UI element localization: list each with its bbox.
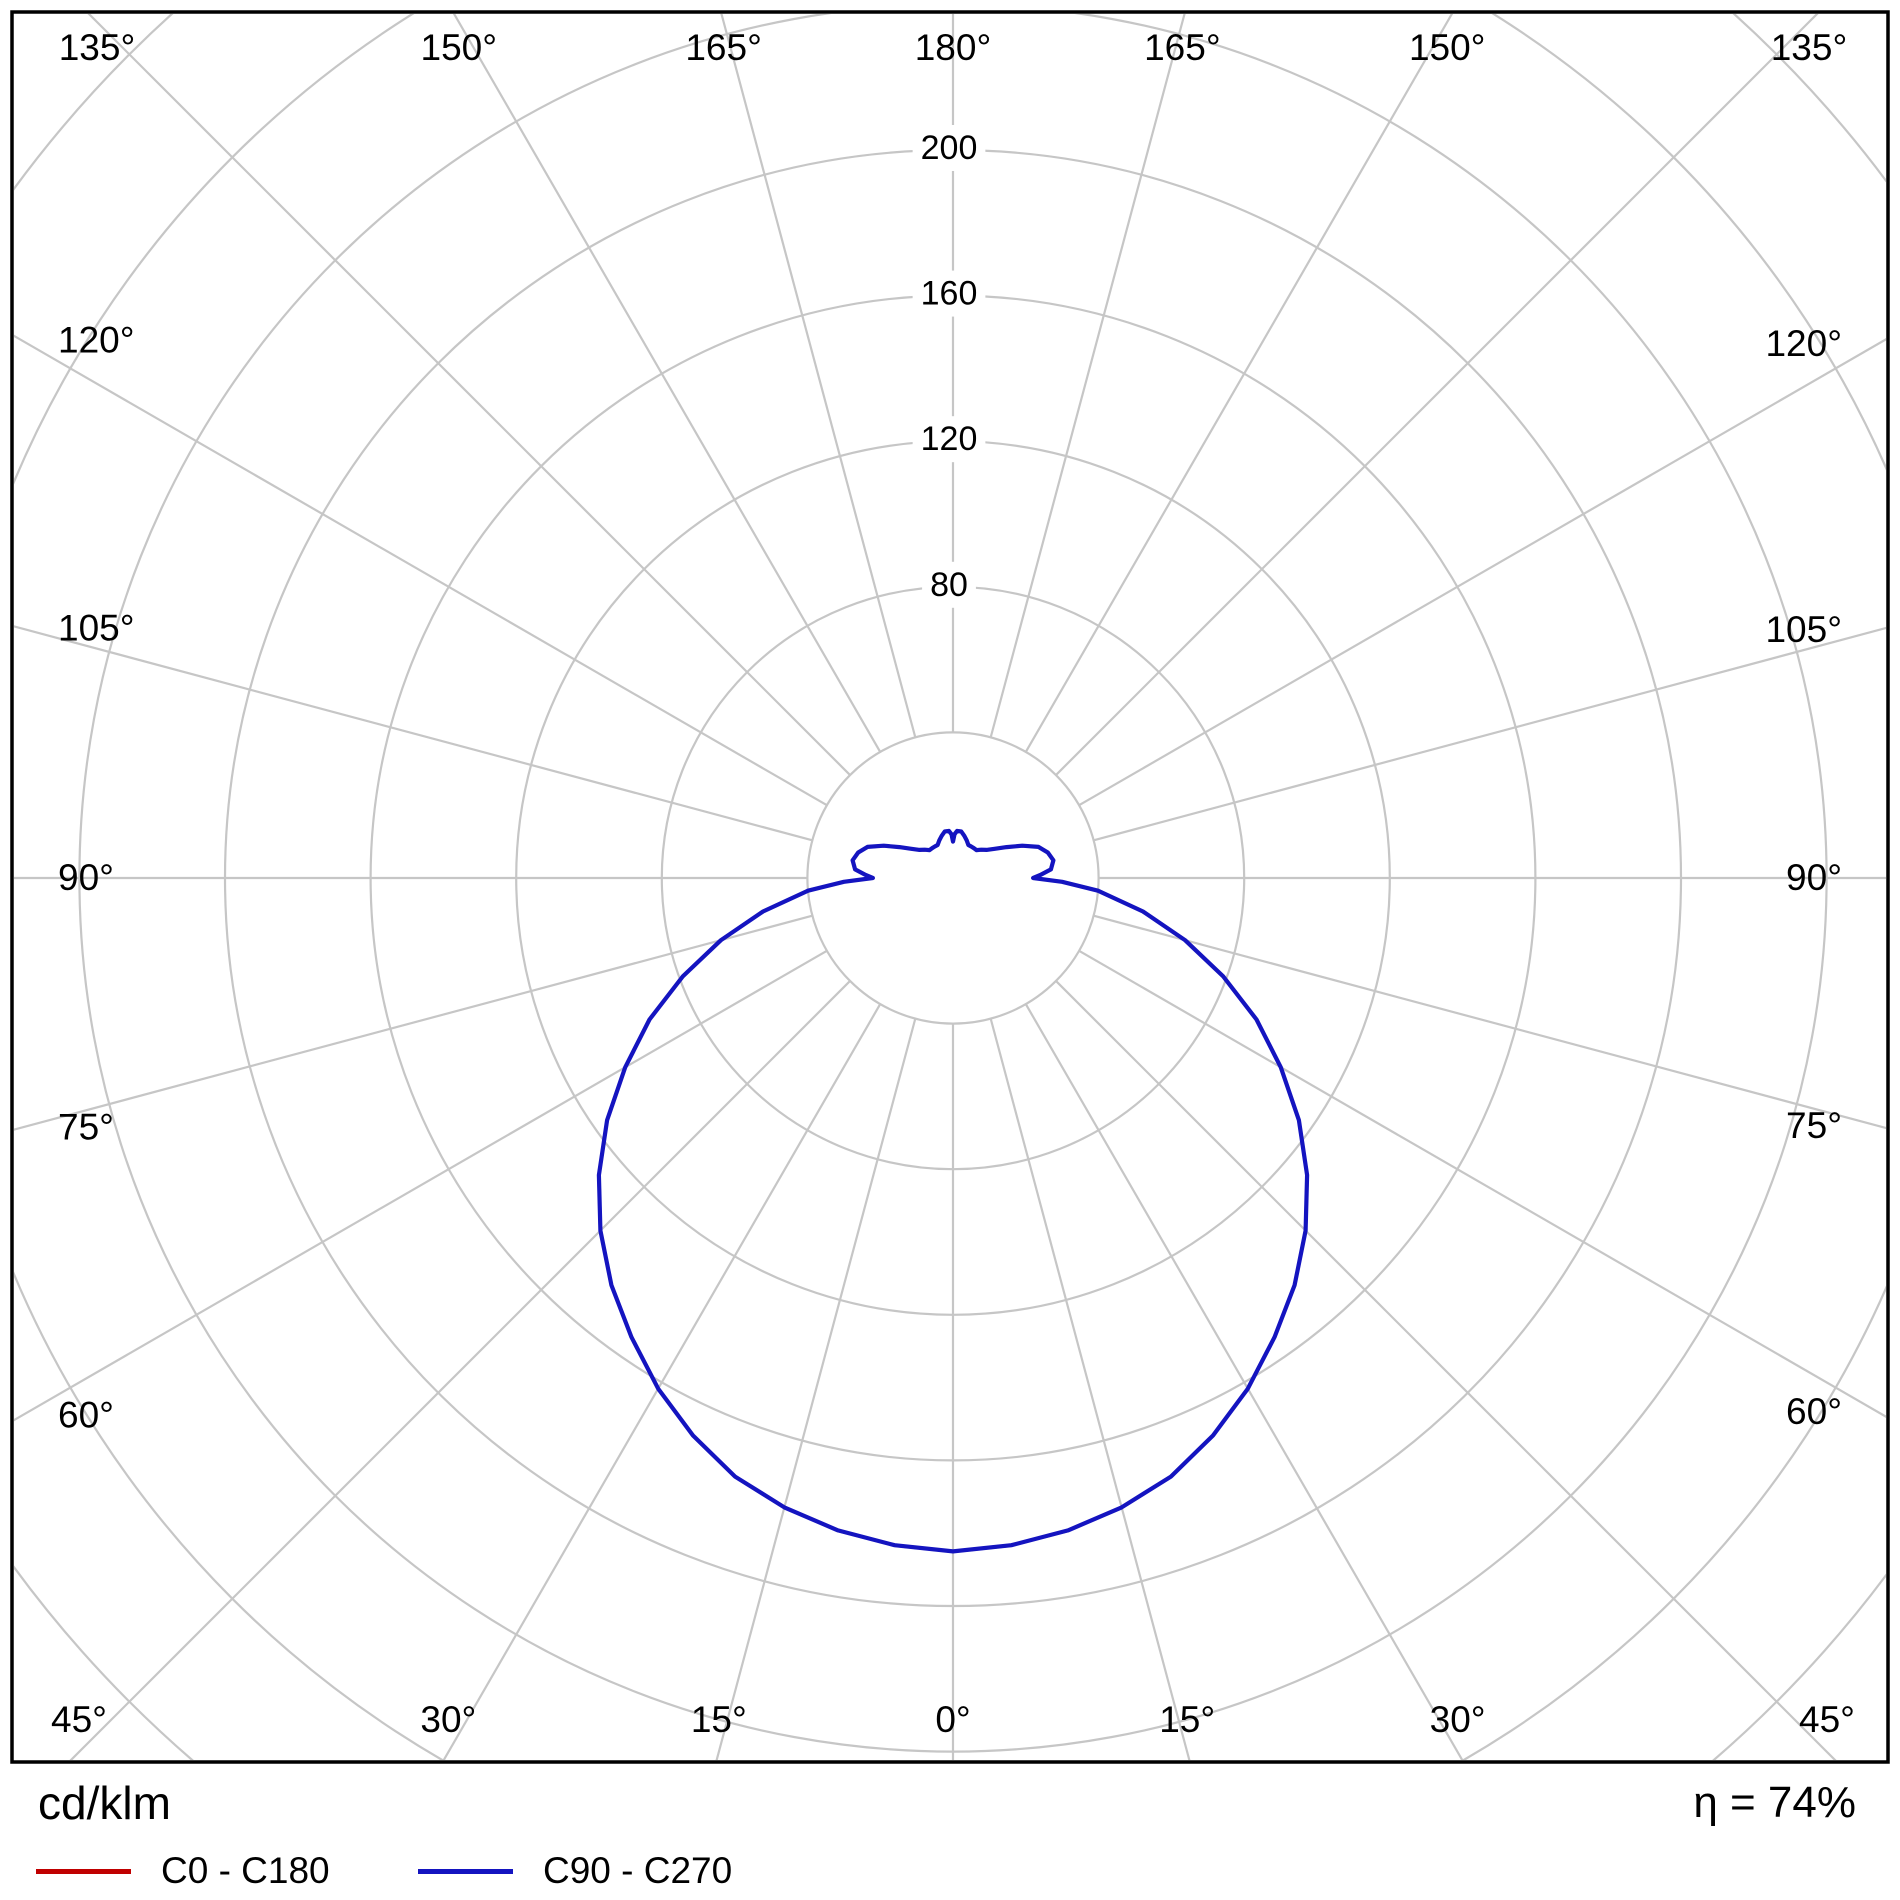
grid-spoke xyxy=(1078,338,1886,807)
tick-label-bg xyxy=(922,561,976,608)
grid-spoke xyxy=(989,14,1186,738)
radial-tick-label: 80 xyxy=(930,566,968,604)
radial-tick-label: 200 xyxy=(921,129,978,167)
grid-spoke xyxy=(1024,1003,1464,1760)
grid-spoke xyxy=(14,625,813,842)
angle-label-90-left: 90° xyxy=(58,857,114,898)
angle-label-75-right: 75° xyxy=(1786,1105,1842,1146)
grid-spoke xyxy=(1093,914,1886,1130)
angle-label-90-right: 90° xyxy=(1786,857,1842,898)
grid-spoke xyxy=(715,1018,917,1760)
grid-spoke xyxy=(1093,626,1886,842)
angle-label-75-left: 75° xyxy=(58,1106,114,1147)
angle-label-180-right: 180° xyxy=(915,27,992,68)
tick-label-bg xyxy=(912,416,986,463)
grid-spoke xyxy=(14,949,828,1422)
angle-label-120-left: 120° xyxy=(58,319,135,360)
angle-label-135-left: 135° xyxy=(59,27,136,68)
grid-spoke xyxy=(989,1018,1191,1760)
grid-spoke xyxy=(1078,949,1886,1418)
grid-spoke xyxy=(1055,980,1837,1760)
angle-label-15-left: 15° xyxy=(691,1699,747,1740)
angle-label-45-left: 45° xyxy=(51,1699,107,1740)
angle-label-150-right: 150° xyxy=(1409,27,1486,68)
grid-spoke xyxy=(452,14,882,753)
grid-spoke xyxy=(87,14,851,776)
angle-label-15-right: 15° xyxy=(1159,1699,1215,1740)
grid-spoke xyxy=(1024,14,1454,753)
angle-label-30-right: 30° xyxy=(1430,1699,1486,1740)
angle-label-105-left: 105° xyxy=(58,608,135,649)
chart-frame xyxy=(10,10,1890,1764)
angle-label-135-right: 135° xyxy=(1771,27,1848,68)
angle-label-0-right: 0° xyxy=(935,1699,970,1740)
tick-label-bg xyxy=(912,124,986,171)
angle-label-30-left: 30° xyxy=(420,1699,476,1740)
angle-label-165-left: 165° xyxy=(685,27,762,68)
grid-spoke xyxy=(14,334,828,807)
angle-label-165-right: 165° xyxy=(1144,27,1221,68)
angle-label-60-right: 60° xyxy=(1786,1391,1842,1432)
tick-label-bg xyxy=(912,270,986,317)
grid-spoke xyxy=(1055,14,1819,776)
grid-spoke xyxy=(69,980,851,1760)
grid-spoke xyxy=(14,914,813,1131)
grid-spoke xyxy=(442,1003,882,1760)
angle-label-45-right: 45° xyxy=(1799,1699,1855,1740)
grid-spoke xyxy=(720,14,917,738)
angle-label-60-left: 60° xyxy=(58,1395,114,1436)
curve-c90-c270 xyxy=(596,828,1310,1554)
angle-label-150-left: 150° xyxy=(421,27,498,68)
angle-label-120-right: 120° xyxy=(1765,323,1842,364)
angle-label-105-right: 105° xyxy=(1765,609,1842,650)
radial-tick-label: 160 xyxy=(921,275,978,313)
radial-tick-label: 120 xyxy=(921,420,978,458)
